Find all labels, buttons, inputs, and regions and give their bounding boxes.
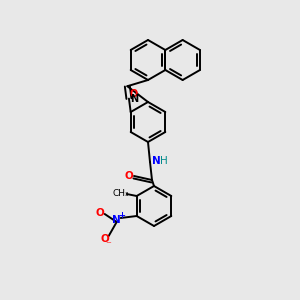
Text: N: N (152, 156, 161, 166)
Text: O: O (129, 89, 137, 99)
Text: H: H (160, 156, 168, 166)
Text: CH₃: CH₃ (112, 190, 129, 199)
Text: ⁻: ⁻ (106, 240, 112, 250)
Text: O: O (124, 171, 134, 181)
Text: N: N (130, 94, 138, 103)
Text: O: O (95, 208, 104, 218)
Text: O: O (100, 234, 109, 244)
Text: +: + (118, 211, 125, 220)
Text: N: N (112, 215, 121, 225)
